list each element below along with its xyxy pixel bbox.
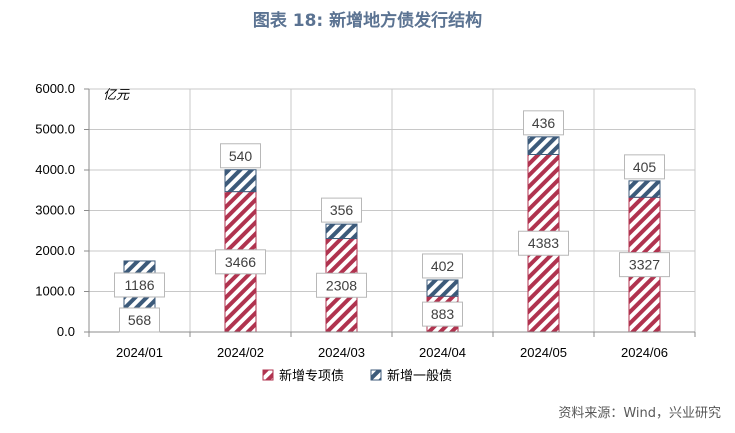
bar-segment [224, 169, 257, 193]
legend-swatch [370, 369, 382, 381]
x-tick-label: 2024/02 [217, 345, 264, 360]
y-tick-label: 1000.0 [35, 284, 75, 299]
x-tick-label: 2024/05 [520, 345, 567, 360]
x-tick-label: 2024/03 [318, 345, 365, 360]
bar-segment [426, 279, 459, 297]
data-label: 2308 [326, 277, 357, 293]
data-label-box [422, 301, 463, 327]
bar-segment [325, 223, 358, 240]
bar-segment [628, 180, 661, 198]
grid-lines [89, 88, 696, 332]
x-tick-label: 2024/06 [621, 345, 668, 360]
data-label-box [220, 143, 261, 169]
data-label: 402 [431, 258, 455, 274]
data-label: 4383 [528, 235, 559, 251]
data-label-box [422, 253, 463, 279]
legend-label: 新增专项债 [279, 368, 344, 384]
y-tick-label: 4000.0 [35, 162, 75, 177]
data-label-box [624, 154, 665, 180]
data-label: 3327 [629, 257, 660, 273]
legend-swatch [262, 369, 274, 381]
bar-segment [527, 136, 560, 155]
y-tick-label: 0.0 [57, 324, 75, 339]
x-tick-label: 2024/04 [419, 345, 466, 360]
data-label-box [119, 307, 160, 333]
data-label-box [215, 249, 266, 275]
data-label-box [619, 252, 670, 278]
data-label-box [114, 272, 165, 298]
data-label-box [321, 197, 362, 223]
data-label-box [518, 230, 569, 256]
data-label: 3466 [225, 254, 256, 270]
x-tick-label: 2024/01 [116, 345, 163, 360]
data-label: 436 [532, 115, 556, 131]
y-tick-label: 5000.0 [35, 122, 75, 137]
legend-label: 新增一般债 [387, 368, 452, 384]
y-unit-label: 亿元 [103, 88, 130, 103]
axes-group: 0.0 1000.0 2000.0 3000.0 4000.0 5000.0 6000.0 2… [35, 81, 696, 360]
data-label-box [523, 110, 564, 136]
chart-title: 图表 18: 新增地方债发行结构 [252, 11, 483, 31]
data-label: 883 [431, 306, 455, 322]
data-label: 356 [330, 202, 354, 218]
data-label-box [316, 272, 367, 298]
y-tick-label: 3000.0 [35, 203, 75, 218]
source-note: 资料来源：Wind，兴业研究 [558, 406, 721, 421]
y-tick-label: 6000.0 [35, 81, 75, 96]
y-tick-label: 2000.0 [35, 243, 75, 258]
data-label: 568 [128, 312, 152, 328]
legend: 新增专项债 新增一般债 [262, 368, 452, 384]
data-label: 1186 [124, 277, 154, 293]
data-label: 540 [229, 148, 253, 164]
data-labels-group: 568 1186 3466 540 2308 356 883 402 4383 436 3327 40… [114, 110, 670, 333]
data-label: 405 [633, 159, 657, 175]
